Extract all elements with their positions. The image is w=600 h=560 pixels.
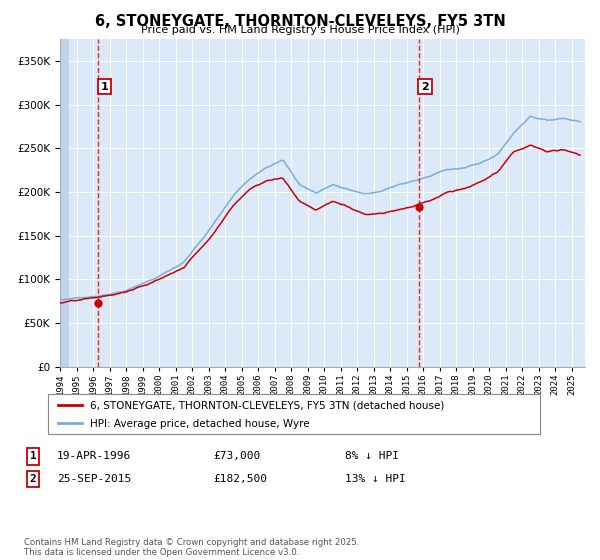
Text: 6, STONEYGATE, THORNTON-CLEVELEYS, FY5 3TN (detached house): 6, STONEYGATE, THORNTON-CLEVELEYS, FY5 3…: [90, 401, 444, 411]
Text: 2: 2: [421, 82, 429, 92]
Text: 19-APR-1996: 19-APR-1996: [57, 451, 131, 461]
Text: Contains HM Land Registry data © Crown copyright and database right 2025.
This d: Contains HM Land Registry data © Crown c…: [24, 538, 359, 557]
Text: Price paid vs. HM Land Registry's House Price Index (HPI): Price paid vs. HM Land Registry's House …: [140, 25, 460, 35]
Text: HPI: Average price, detached house, Wyre: HPI: Average price, detached house, Wyre: [90, 418, 310, 428]
Text: £182,500: £182,500: [213, 474, 267, 484]
Text: 8% ↓ HPI: 8% ↓ HPI: [345, 451, 399, 461]
Text: £73,000: £73,000: [213, 451, 260, 461]
Text: 1: 1: [100, 82, 108, 92]
Text: 2: 2: [29, 474, 37, 484]
Bar: [60, 39, 69, 367]
Text: 6, STONEYGATE, THORNTON-CLEVELEYS, FY5 3TN: 6, STONEYGATE, THORNTON-CLEVELEYS, FY5 3…: [95, 14, 505, 29]
Text: 13% ↓ HPI: 13% ↓ HPI: [345, 474, 406, 484]
FancyBboxPatch shape: [48, 394, 540, 434]
Text: 1: 1: [29, 451, 37, 461]
Text: 25-SEP-2015: 25-SEP-2015: [57, 474, 131, 484]
